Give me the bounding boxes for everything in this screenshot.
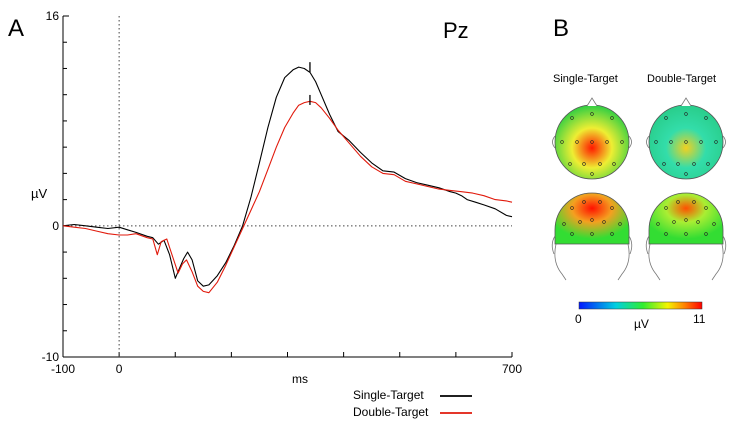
scalp-map	[648, 104, 724, 180]
electrode-dot	[704, 232, 708, 236]
panel-label-a: A	[8, 15, 24, 42]
electrode-dot	[664, 206, 668, 210]
electrode-dot	[662, 162, 666, 166]
column-label-single-target: Single-Target	[553, 73, 618, 85]
axes	[62, 16, 512, 358]
electrode-dot	[704, 206, 708, 210]
y-tick-label: -10	[42, 350, 60, 364]
electrode-dot	[590, 172, 594, 176]
electrode-dot	[578, 220, 582, 224]
electrode-dot	[610, 232, 614, 236]
ear-outline	[722, 135, 726, 149]
electrode-dot	[684, 232, 688, 236]
panel-label-b: B	[553, 15, 569, 42]
electrode-dot	[664, 232, 668, 236]
y-tick-label: 0	[52, 219, 59, 233]
electrode-dot	[654, 140, 658, 144]
neck-outline	[554, 243, 567, 281]
series-line-double-target	[62, 100, 513, 294]
colorbar-max-label: 11	[693, 312, 706, 326]
electrode-dot	[684, 140, 688, 144]
electrode-dot	[590, 232, 594, 236]
colorbar-unit-label: µV	[634, 317, 649, 331]
column-label-double-target: Double-Target	[647, 73, 716, 85]
electrode-dot	[582, 162, 586, 166]
electrode-dot	[570, 206, 574, 210]
electrode-dot	[664, 116, 668, 120]
electrode-dot	[692, 162, 696, 166]
electrode-dot	[605, 140, 609, 144]
electrode-dot	[618, 222, 622, 226]
neck-outline	[617, 243, 630, 281]
topomap-single-target-back	[551, 192, 633, 281]
electrode-dot	[612, 162, 616, 166]
x-tick-label: 700	[502, 362, 522, 376]
electrode-dot	[582, 200, 586, 204]
chart-title: Pz	[443, 18, 469, 43]
electrode-dot	[610, 116, 614, 120]
electrode-dot	[598, 200, 602, 204]
legend-label-double-target: Double-Target	[353, 405, 429, 419]
electrode-dot	[706, 162, 710, 166]
electrode-dot	[590, 112, 594, 116]
y-axis-label: µV	[31, 186, 47, 201]
nose-outline	[586, 97, 598, 107]
electrode-dot	[669, 140, 673, 144]
ear-outline	[645, 235, 650, 255]
x-tick-label: 0	[116, 362, 123, 376]
nose-outline	[680, 97, 692, 107]
electrode-dot	[610, 206, 614, 210]
colorbar	[578, 301, 703, 310]
electrode-dot	[602, 220, 606, 224]
topographic-maps	[551, 97, 727, 281]
y-tick-label: 16	[46, 9, 60, 23]
ear-outline	[551, 235, 556, 255]
electrode-dot	[684, 218, 688, 222]
zero-lines	[63, 16, 512, 357]
neck-outline	[711, 243, 724, 281]
electrode-dot	[672, 220, 676, 224]
electrode-dot	[684, 172, 688, 176]
electrode-dot	[570, 232, 574, 236]
topomap-double-target-top	[646, 97, 726, 180]
ear-outline	[646, 135, 650, 149]
electrode-dot	[570, 116, 574, 120]
electrode-dot	[590, 218, 594, 222]
x-axis-label: ms	[292, 372, 308, 386]
electrode-dot	[712, 222, 716, 226]
ear-outline	[628, 135, 632, 149]
electrode-dot	[714, 140, 718, 144]
ear-outline	[552, 135, 556, 149]
electrode-dot	[692, 200, 696, 204]
topomap-single-target-top	[552, 97, 632, 180]
electrode-dot	[699, 140, 703, 144]
x-tick-label: -100	[51, 362, 75, 376]
electrode-dot	[590, 140, 594, 144]
ear-outline	[722, 235, 727, 255]
electrode-dot	[684, 112, 688, 116]
ear-outline	[628, 235, 633, 255]
electrode-dot	[676, 162, 680, 166]
electrode-dot	[560, 140, 564, 144]
colorbar-min-label: 0	[575, 312, 582, 326]
electrode-dot	[568, 162, 572, 166]
scalp-map	[554, 104, 630, 180]
electrode-dot	[562, 222, 566, 226]
series-lines	[62, 62, 513, 294]
electrode-dot	[656, 222, 660, 226]
topomap-double-target-back	[645, 192, 727, 281]
tick-marks	[62, 15, 513, 358]
tick-labels: -100 0 700 16 0 -10	[42, 9, 523, 376]
series-line-single-target	[62, 66, 513, 287]
electrode-dot	[598, 162, 602, 166]
electrode-dot	[676, 200, 680, 204]
legend-label-single-target: Single-Target	[353, 388, 424, 402]
legend: Single-Target Double-Target	[353, 388, 472, 419]
neck-outline	[648, 243, 661, 281]
electrode-dot	[696, 220, 700, 224]
electrode-dot	[575, 140, 579, 144]
electrode-dot	[620, 140, 624, 144]
electrode-dot	[704, 116, 708, 120]
